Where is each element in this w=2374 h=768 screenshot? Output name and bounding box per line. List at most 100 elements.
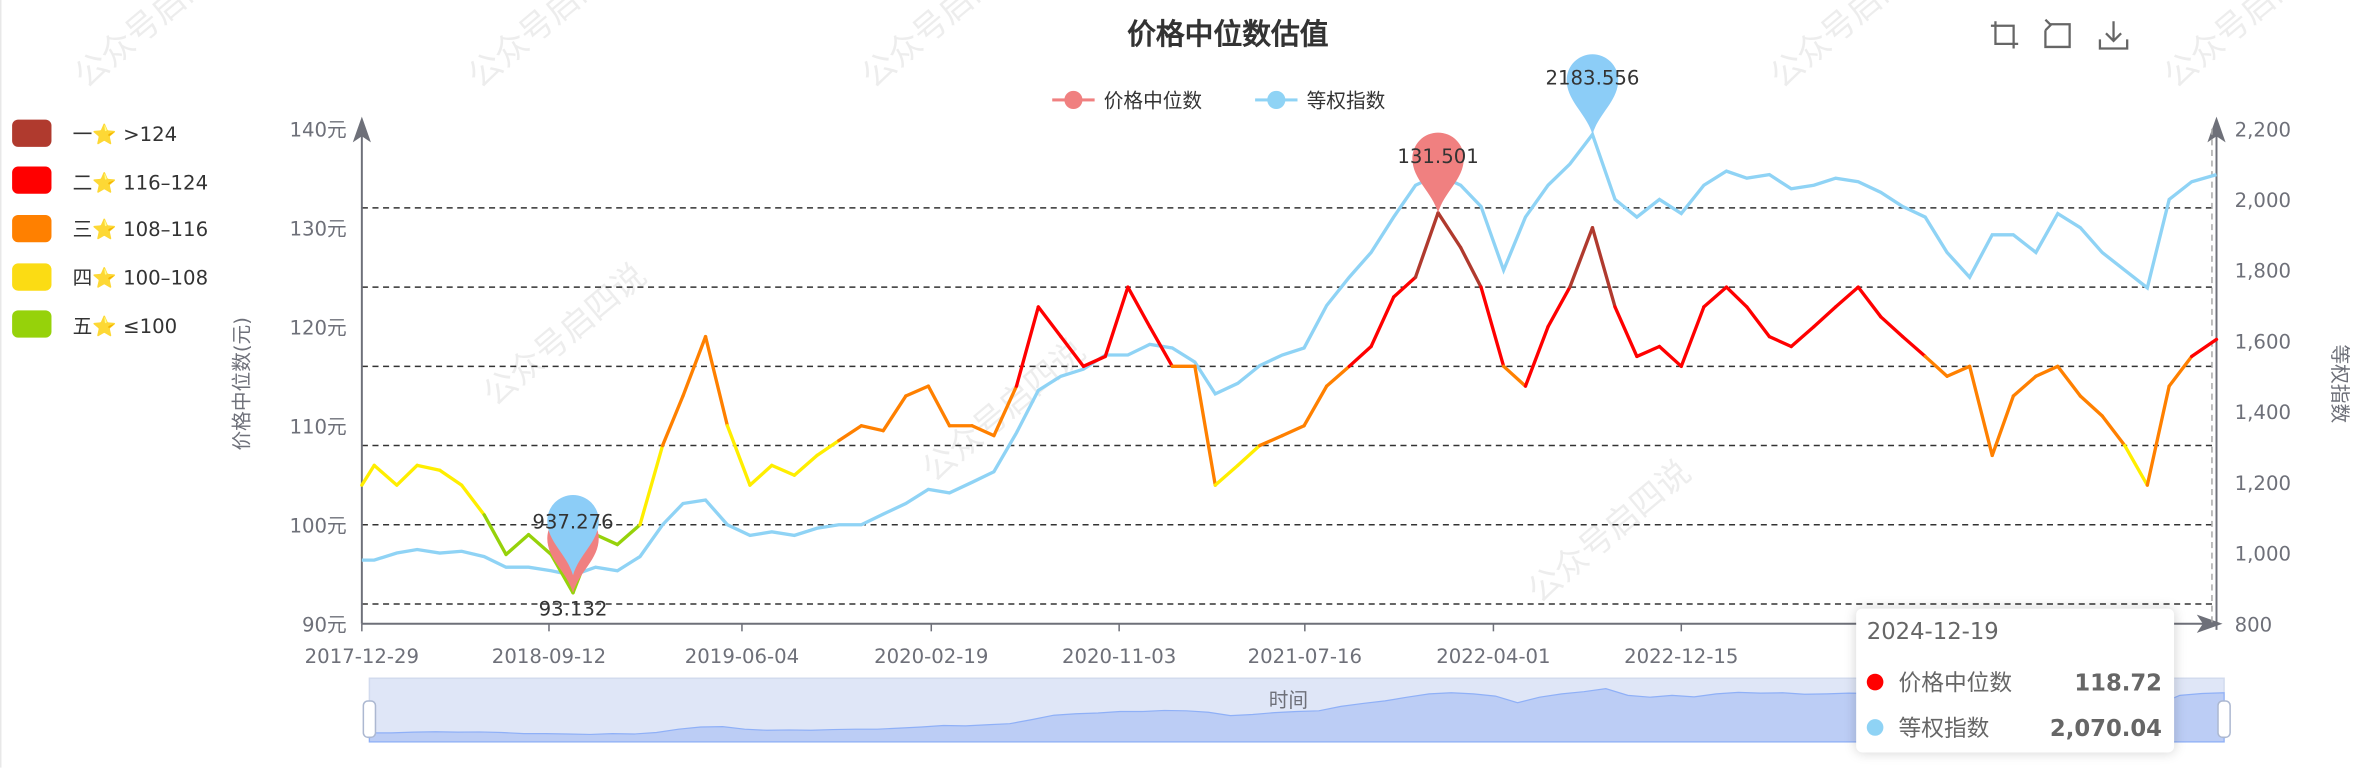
price-median-line-segment [837, 424, 864, 443]
y-tick-label-right: 2,200 [2235, 118, 2291, 141]
x-tick-label: 2019-06-04 [685, 645, 799, 668]
piece-swatch [12, 166, 52, 195]
y-axis-title-left: 价格中位数(元) [230, 317, 253, 450]
price-median-line-segment [748, 463, 774, 487]
price-median-line-segment [926, 384, 952, 428]
price-median-line-segment [1325, 364, 1351, 388]
crop-zoom-icon[interactable] [1988, 18, 2021, 51]
piece-label: 三⭐ 108–116 [72, 220, 209, 243]
price-median-line-segment [1391, 275, 1418, 299]
tooltip-label: 等权指数 [1898, 714, 1990, 742]
x-tick-label: 2020-11-03 [1062, 645, 1176, 668]
visualmap-piece[interactable]: 五⭐ ≤100 [12, 310, 177, 339]
price-median-line-segment [1724, 285, 1749, 309]
price-median-line-segment [681, 334, 708, 398]
legend-marker [1255, 90, 1298, 109]
price-median-line-segment [395, 463, 419, 487]
y-tick-label-right: 1,800 [2235, 260, 2291, 283]
price-median-line-segment [459, 483, 486, 517]
markpoint-pin-icon [1566, 54, 1619, 135]
price-median-line-segment [1523, 325, 1550, 388]
x-axis-title: 时间 [1269, 689, 1308, 712]
y-tick-label-left: 120元 [289, 316, 346, 339]
price-median-line-segment [638, 443, 665, 527]
price-median-line-segment [1679, 305, 1706, 368]
price-median-line-segment [725, 424, 752, 487]
price-median-line-segment [1081, 354, 1107, 368]
y-axis-arrow-icon [2207, 116, 2226, 143]
price-median-line-segment [1126, 285, 1152, 329]
visualmap-piece[interactable]: 四⭐ 100–108 [12, 262, 208, 291]
datazoom-handle[interactable] [362, 700, 377, 739]
markpoint-label: 2183.556 [1546, 67, 1640, 90]
price-median-line-segment [992, 384, 1019, 438]
x-tick-label: 2017-12-29 [305, 645, 419, 668]
piece-swatch [12, 118, 52, 147]
y-tick-label-left: 100元 [289, 514, 346, 537]
visualmap-piece[interactable]: 二⭐ 116–124 [12, 166, 208, 195]
price-median-line-segment [881, 394, 908, 433]
x-tick-label: 2022-12-15 [1624, 645, 1738, 668]
visualmap-piece[interactable]: 三⭐ 108–116 [12, 214, 208, 243]
datazoom-handle[interactable] [2217, 700, 2231, 739]
price-median-line-segment [360, 463, 376, 487]
price-median-line-segment [504, 532, 531, 557]
tooltip-value: 2,070.04 [2049, 713, 2162, 742]
tooltip: 2024-12-19 价格中位数 118.72 等权指数 2,070.04 [1856, 608, 2175, 753]
price-median-line-segment [1568, 226, 1595, 289]
x-tick-label: 2018-09-12 [492, 645, 606, 668]
legend-label: 价格中位数 [1103, 90, 1203, 114]
price-median-line-segment [1280, 424, 1306, 438]
visualmap-piece[interactable]: 一⭐ >124 [12, 118, 177, 147]
y-tick-label-right: 2,000 [2235, 189, 2291, 212]
price-median-line-segment [482, 513, 508, 557]
markpoint-pin-icon [1412, 132, 1464, 213]
legend-label: 等权指数 [1306, 90, 1386, 114]
price-median-line-segment [1546, 285, 1572, 329]
price-median-line-segment [1900, 334, 1927, 359]
price-median-line-segment [1613, 305, 1639, 359]
price-median-line-segment [1413, 211, 1440, 279]
tooltip-value: 118.72 [2074, 668, 2162, 696]
price-median-line-segment [1879, 315, 1905, 339]
price-median-line-segment [2034, 364, 2060, 378]
price-median-line-segment [1923, 354, 1949, 378]
chart-title: 价格中位数估值 [1127, 18, 1329, 52]
markpoint-pin-icon [547, 494, 599, 576]
equal-weight-index-line [361, 131, 2217, 577]
piece-swatch [12, 310, 52, 339]
piece-label: 二⭐ 116–124 [72, 172, 209, 195]
price-median-line-segment [2078, 394, 2104, 418]
tooltip-row-index: 等权指数 2,070.04 [1866, 712, 2162, 744]
y-tick-label-right: 1,200 [2235, 472, 2291, 495]
price-median-line-segment [1236, 443, 1262, 468]
price-median-line-segment [415, 463, 442, 472]
price-median-line-segment [593, 532, 620, 547]
price-median-line-segment [859, 424, 885, 433]
y-tick-label-right: 1,600 [2235, 330, 2291, 353]
price-median-line-segment [2190, 337, 2219, 359]
price-median-line-segment [770, 463, 797, 477]
restore-icon[interactable] [2041, 18, 2074, 51]
markpoint-label: 93.132 [539, 597, 608, 620]
y-tick-label-right: 1,000 [2235, 543, 2291, 566]
price-median-line-segment [1657, 344, 1683, 368]
legend-item-equal-weight-index[interactable]: 等权指数 [1255, 85, 1385, 114]
legend-marker [1052, 90, 1095, 109]
x-tick-label: 2022-04-01 [1436, 645, 1550, 668]
price-median-line-segment [615, 523, 642, 547]
legend-item-price-median[interactable]: 价格中位数 [1052, 85, 1202, 114]
download-icon[interactable] [2097, 18, 2130, 51]
price-median-line-segment [1193, 364, 1217, 487]
price-median-line-segment [2100, 414, 2127, 448]
tooltip-row-price: 价格中位数 118.72 [1866, 666, 2162, 698]
price-median-line-segment [815, 438, 841, 458]
x-tick-label: 2021-07-16 [1248, 645, 1362, 668]
y-tick-label-left: 140元 [289, 118, 346, 141]
price-median-line-segment [792, 453, 819, 477]
price-median-line-segment [1036, 305, 1063, 339]
price-median-line-segment [1767, 334, 1793, 349]
tooltip-label: 价格中位数 [1898, 669, 2013, 697]
markpoint-label: 131.501 [1397, 145, 1478, 168]
